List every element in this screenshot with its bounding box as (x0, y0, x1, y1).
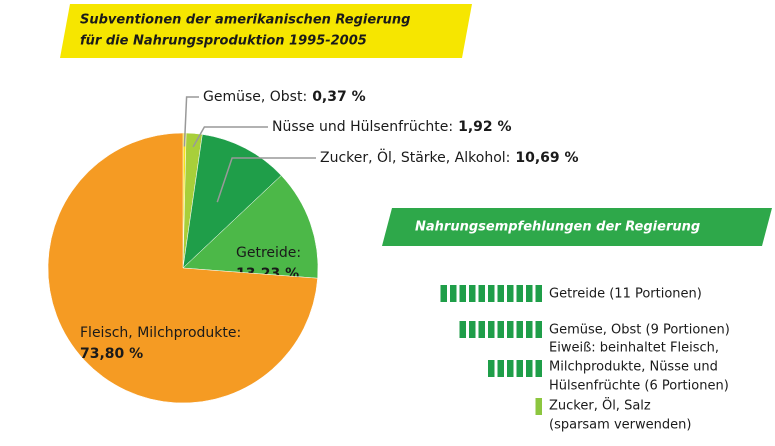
slice-value: 10,69 % (515, 150, 578, 166)
chart-title: Nahrungsempfehlungen der Regierung (415, 220, 700, 235)
pie-slice (182, 175, 319, 279)
slice-label: Nüsse und Hülsenfrüchte: (272, 119, 453, 135)
leader-lines (183, 96, 316, 203)
title-banner (382, 208, 772, 246)
row-label: Getreide (11 Portionen) (549, 287, 702, 302)
slice-label: Fleisch, Milchprodukte: (80, 325, 241, 341)
portion-icon (535, 398, 542, 415)
portion-icon (535, 285, 542, 302)
portion-icon (497, 321, 504, 338)
portion-icon (535, 360, 542, 377)
portion-icon (478, 321, 485, 338)
pie-slice (182, 134, 282, 269)
row-label: Gemüse, Obst (9 Portionen) (549, 323, 730, 338)
portion-icon (507, 285, 514, 302)
leader-line (183, 96, 199, 147)
portion-icon (469, 285, 476, 302)
portion-icon (488, 360, 495, 377)
portion-icon (440, 285, 447, 302)
portion-row (488, 360, 542, 377)
slice-label: Gemüse, Obst: (203, 89, 307, 105)
portion-icon (459, 321, 466, 338)
portion-icon (497, 285, 504, 302)
leader-line (192, 126, 268, 148)
portion-row (459, 321, 542, 338)
portion-icon (516, 321, 523, 338)
portion-icon (450, 285, 457, 302)
title-banner (60, 4, 472, 58)
portion-icon (526, 285, 533, 302)
row-label: Zucker, Öl, Salz (549, 397, 651, 414)
row-label: Eiweiß: beinhaltet Fleisch, (549, 341, 719, 356)
portion-icon (497, 360, 504, 377)
row-label: Hülsenfrüchte (6 Portionen) (549, 379, 729, 394)
chart-title: Subventionen der amerikanischen Regierun… (80, 13, 410, 28)
portion-icon (459, 285, 466, 302)
portion-icon (469, 321, 476, 338)
pie-slice (47, 132, 318, 404)
slice-value: 73,80 % (80, 346, 143, 362)
slice-value: 1,92 % (458, 119, 511, 135)
portion-icon (488, 285, 495, 302)
chart-title: für die Nahrungsproduktion 1995-2005 (80, 34, 367, 49)
portion-icon (478, 285, 485, 302)
portion-icon (507, 360, 514, 377)
portion-icon (488, 321, 495, 338)
slice-label: Getreide: (236, 245, 301, 261)
portion-row (535, 398, 542, 415)
portion-icon (526, 360, 533, 377)
leader-line (216, 157, 316, 203)
row-label: Milchprodukte, Nüsse und (549, 360, 718, 375)
portion-icon (535, 321, 542, 338)
portion-icon (526, 321, 533, 338)
row-label: (sparsam verwenden) (549, 418, 691, 433)
slice-label: Zucker, Öl, Stärke, Alkohol: (320, 148, 510, 166)
portion-row (440, 285, 542, 302)
portion-icon (516, 360, 523, 377)
portion-icon (516, 285, 523, 302)
portion-icon (507, 321, 514, 338)
slice-value: 0,37 % (312, 89, 365, 105)
